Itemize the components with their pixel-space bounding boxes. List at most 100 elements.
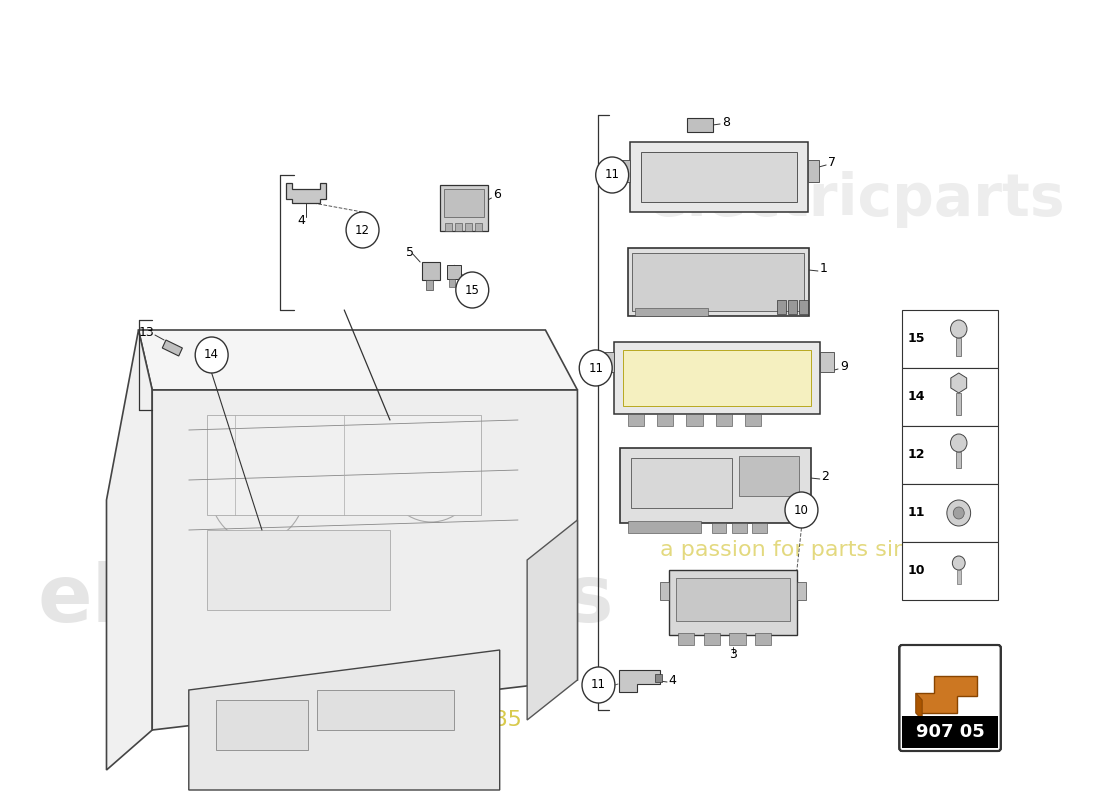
Bar: [444, 223, 452, 231]
Bar: [739, 456, 799, 496]
Polygon shape: [189, 650, 499, 790]
Bar: [623, 350, 811, 406]
Circle shape: [346, 212, 380, 248]
Text: 907 05: 907 05: [915, 723, 984, 741]
Circle shape: [455, 272, 488, 308]
Bar: [799, 300, 807, 314]
Polygon shape: [152, 390, 578, 730]
Text: a passion for parts since 1985: a passion for parts since 1985: [185, 710, 521, 730]
Bar: [465, 223, 472, 231]
Bar: [902, 426, 998, 484]
Text: 3: 3: [729, 649, 737, 662]
Text: 13: 13: [139, 326, 154, 338]
Bar: [902, 484, 998, 542]
Text: 1: 1: [820, 262, 827, 274]
Bar: [217, 700, 308, 750]
Bar: [207, 530, 390, 610]
Bar: [628, 248, 808, 316]
Bar: [628, 414, 645, 426]
Bar: [426, 280, 433, 290]
Bar: [444, 189, 484, 217]
Bar: [902, 542, 998, 600]
Bar: [755, 633, 771, 645]
Bar: [788, 300, 796, 314]
Text: 4: 4: [297, 214, 305, 226]
Bar: [440, 185, 487, 231]
Bar: [704, 633, 720, 645]
Bar: [657, 414, 673, 426]
Text: 14: 14: [908, 390, 925, 403]
Bar: [752, 523, 767, 533]
Polygon shape: [163, 340, 183, 356]
Bar: [902, 310, 998, 368]
Bar: [688, 118, 713, 132]
Polygon shape: [618, 670, 660, 692]
Bar: [732, 523, 747, 533]
Text: 10: 10: [794, 503, 808, 517]
Bar: [902, 368, 998, 426]
Circle shape: [954, 507, 965, 519]
Bar: [450, 279, 455, 287]
Circle shape: [785, 492, 818, 528]
Text: 5: 5: [406, 246, 414, 258]
Bar: [317, 690, 454, 730]
Text: 6: 6: [493, 189, 502, 202]
Text: 10: 10: [908, 565, 925, 578]
Polygon shape: [916, 693, 922, 720]
Bar: [712, 523, 726, 533]
Bar: [629, 142, 807, 212]
Bar: [669, 570, 796, 635]
Bar: [620, 448, 811, 523]
Text: 2: 2: [822, 470, 829, 482]
Bar: [729, 633, 746, 645]
Bar: [956, 452, 961, 468]
Bar: [422, 262, 440, 280]
Text: electricparts: electricparts: [37, 561, 614, 639]
Bar: [660, 582, 669, 600]
Text: 15: 15: [465, 283, 480, 297]
Text: 4: 4: [669, 674, 676, 686]
Bar: [447, 265, 461, 279]
Bar: [956, 338, 961, 356]
FancyBboxPatch shape: [900, 645, 1001, 751]
Text: electricparts: electricparts: [648, 171, 1065, 229]
Text: 11: 11: [908, 506, 925, 519]
Bar: [656, 674, 662, 682]
Bar: [745, 414, 761, 426]
Polygon shape: [286, 183, 326, 203]
Text: 14: 14: [205, 349, 219, 362]
Circle shape: [950, 434, 967, 452]
Bar: [715, 414, 732, 426]
Circle shape: [947, 500, 970, 526]
Text: 7: 7: [828, 155, 836, 169]
Bar: [678, 633, 694, 645]
Circle shape: [195, 337, 228, 373]
Bar: [635, 308, 708, 316]
Bar: [600, 352, 614, 372]
Bar: [631, 458, 732, 508]
Text: 11: 11: [591, 678, 606, 691]
Text: electricparts: electricparts: [108, 610, 544, 670]
Bar: [956, 393, 961, 415]
Bar: [676, 578, 790, 621]
Circle shape: [950, 320, 967, 338]
Text: a passion for parts since 1985: a passion for parts since 1985: [660, 540, 998, 560]
Bar: [686, 414, 703, 426]
Bar: [796, 582, 806, 600]
Bar: [640, 152, 796, 202]
Bar: [455, 223, 462, 231]
Bar: [618, 160, 629, 182]
Circle shape: [596, 157, 628, 193]
Text: 12: 12: [908, 449, 925, 462]
Text: 11: 11: [605, 169, 619, 182]
Polygon shape: [916, 676, 977, 713]
Text: 12: 12: [355, 223, 370, 237]
Circle shape: [582, 667, 615, 703]
Bar: [207, 415, 482, 515]
Circle shape: [580, 350, 613, 386]
Bar: [777, 300, 785, 314]
Bar: [614, 342, 820, 414]
Bar: [902, 716, 998, 748]
Polygon shape: [950, 373, 967, 393]
Text: 9: 9: [840, 361, 848, 374]
